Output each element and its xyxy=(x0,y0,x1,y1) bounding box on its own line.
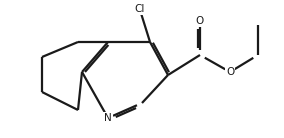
Text: N: N xyxy=(104,113,112,123)
Text: Cl: Cl xyxy=(135,4,145,14)
Text: O: O xyxy=(196,16,204,26)
Text: O: O xyxy=(226,67,234,77)
